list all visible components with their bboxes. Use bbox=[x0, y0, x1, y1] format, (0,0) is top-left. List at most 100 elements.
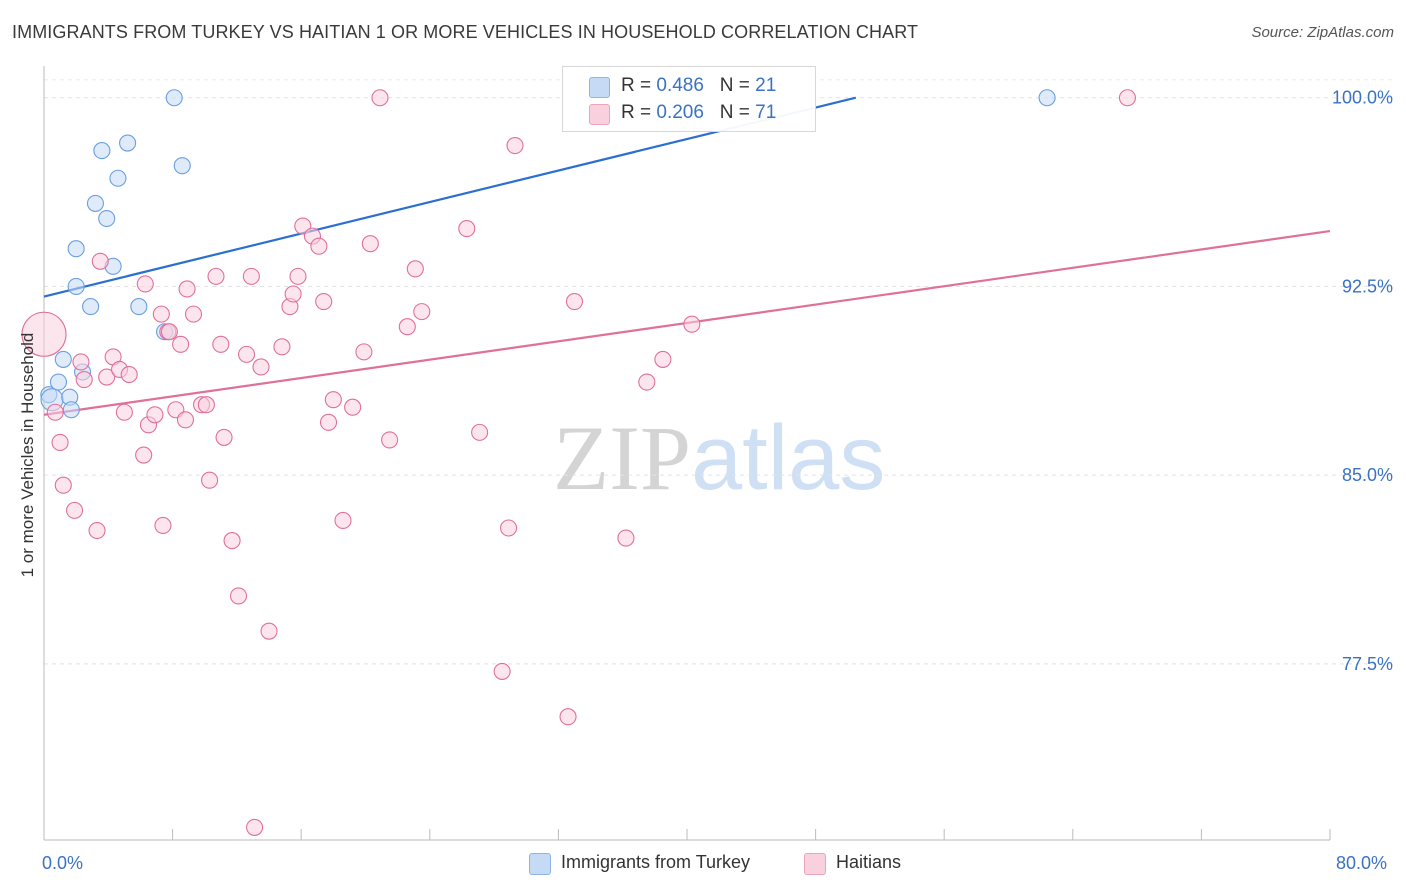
point-turkey bbox=[1038, 89, 1056, 107]
x-tick-label-min: 0.0% bbox=[42, 853, 84, 873]
point-turkey bbox=[49, 373, 68, 391]
point-turkey bbox=[93, 142, 111, 160]
point-turkey bbox=[109, 169, 127, 187]
point-haitians bbox=[212, 335, 230, 353]
y-tick-label: 85.0% bbox=[1342, 465, 1393, 485]
correlation-legend: R = 0.486 N = 21 R = 0.206 N = 71 bbox=[562, 66, 816, 132]
point-haitians bbox=[229, 587, 248, 605]
watermark-atlas: atlas bbox=[691, 407, 886, 509]
point-haitians bbox=[136, 275, 154, 293]
point-haitians bbox=[289, 267, 307, 285]
point-haitians bbox=[315, 292, 333, 311]
point-haitians bbox=[135, 446, 153, 464]
point-haitians bbox=[201, 471, 219, 489]
point-haitians bbox=[242, 267, 260, 285]
point-haitians bbox=[500, 519, 518, 537]
x-tick-label-max: 80.0% bbox=[1336, 853, 1388, 873]
point-haitians bbox=[21, 311, 67, 357]
series-swatch-haitians bbox=[804, 853, 826, 875]
point-haitians bbox=[72, 353, 90, 371]
point-turkey bbox=[54, 350, 72, 368]
point-turkey bbox=[119, 134, 137, 152]
point-turkey bbox=[67, 277, 85, 296]
point-haitians bbox=[506, 136, 524, 155]
chart-source: Source: ZipAtlas.com bbox=[1251, 24, 1394, 41]
point-haitians bbox=[115, 403, 133, 421]
series-legend: Immigrants from Turkey Haitians bbox=[0, 851, 1406, 877]
point-haitians bbox=[54, 476, 72, 494]
point-turkey bbox=[173, 157, 191, 175]
y-tick-labels: 77.5% 85.0% 92.5% 100.0% bbox=[1332, 88, 1393, 674]
grid-layer bbox=[44, 79, 1395, 665]
legend-r-label: R = bbox=[621, 75, 657, 96]
y-tick-label: 100.0% bbox=[1332, 88, 1393, 108]
point-turkey bbox=[67, 240, 85, 258]
point-haitians bbox=[493, 662, 511, 680]
trend-layer bbox=[43, 96, 1331, 416]
point-turkey bbox=[82, 298, 100, 316]
point-haitians bbox=[617, 529, 635, 547]
point-haitians bbox=[381, 431, 399, 449]
point-haitians bbox=[120, 365, 138, 384]
legend-text-haitians: R = 0.206 N = 71 bbox=[621, 102, 776, 124]
point-haitians bbox=[260, 622, 278, 640]
point-haitians bbox=[371, 89, 389, 107]
legend-n-value: 71 bbox=[755, 102, 777, 123]
series-label-turkey: Immigrants from Turkey bbox=[561, 852, 751, 872]
point-haitians bbox=[273, 338, 291, 356]
watermark: ZIPatlas bbox=[553, 405, 885, 511]
point-haitians bbox=[237, 345, 256, 363]
point-haitians bbox=[344, 398, 362, 416]
point-haitians bbox=[184, 305, 203, 323]
axis-layer bbox=[43, 66, 1331, 841]
point-haitians bbox=[471, 423, 489, 441]
y-tick-label: 92.5% bbox=[1342, 276, 1393, 296]
point-haitians bbox=[355, 343, 373, 361]
point-haitians bbox=[398, 318, 416, 336]
legend-r-label: R = bbox=[621, 102, 657, 123]
series-label-haitians: Haitians bbox=[836, 852, 902, 872]
point-haitians bbox=[91, 252, 109, 270]
legend-swatch-haitians bbox=[589, 104, 610, 125]
point-haitians bbox=[334, 511, 352, 530]
point-haitians bbox=[246, 818, 264, 836]
point-turkey bbox=[98, 209, 116, 228]
legend-text-turkey: R = 0.486 N = 21 bbox=[621, 75, 776, 97]
point-haitians bbox=[65, 501, 84, 519]
point-haitians bbox=[178, 280, 196, 298]
point-turkey bbox=[62, 401, 80, 419]
point-haitians bbox=[88, 521, 106, 540]
point-haitians bbox=[310, 237, 328, 255]
point-turkey bbox=[165, 89, 183, 107]
point-haitians bbox=[160, 323, 178, 341]
point-haitians bbox=[252, 358, 270, 376]
point-haitians bbox=[51, 433, 69, 452]
point-haitians bbox=[654, 350, 672, 368]
point-haitians bbox=[154, 516, 172, 535]
point-haitians bbox=[207, 267, 225, 285]
legend-n-value: 21 bbox=[755, 75, 777, 96]
point-haitians bbox=[413, 303, 431, 321]
point-haitians bbox=[458, 220, 476, 238]
legend-r-value: 0.206 bbox=[656, 102, 704, 123]
point-haitians bbox=[361, 235, 379, 253]
point-haitians bbox=[284, 285, 302, 303]
series-swatch-turkey bbox=[529, 853, 551, 875]
point-haitians bbox=[683, 315, 701, 333]
point-haitians bbox=[223, 532, 241, 550]
point-haitians bbox=[98, 368, 116, 386]
point-haitians bbox=[146, 406, 164, 424]
points-layer bbox=[21, 89, 1137, 836]
point-haitians bbox=[324, 391, 342, 409]
point-haitians bbox=[172, 335, 190, 353]
point-haitians bbox=[75, 370, 93, 389]
y-tick-label: 77.5% bbox=[1342, 654, 1393, 674]
point-haitians bbox=[559, 708, 577, 726]
y-axis-label: 1 or more Vehicles in Household bbox=[18, 332, 37, 578]
point-haitians bbox=[565, 292, 584, 311]
point-haitians bbox=[46, 403, 64, 421]
legend-r-value: 0.486 bbox=[656, 75, 704, 96]
chart-title: IMMIGRANTS FROM TURKEY VS HAITIAN 1 OR M… bbox=[12, 22, 919, 42]
point-haitians bbox=[176, 411, 195, 429]
